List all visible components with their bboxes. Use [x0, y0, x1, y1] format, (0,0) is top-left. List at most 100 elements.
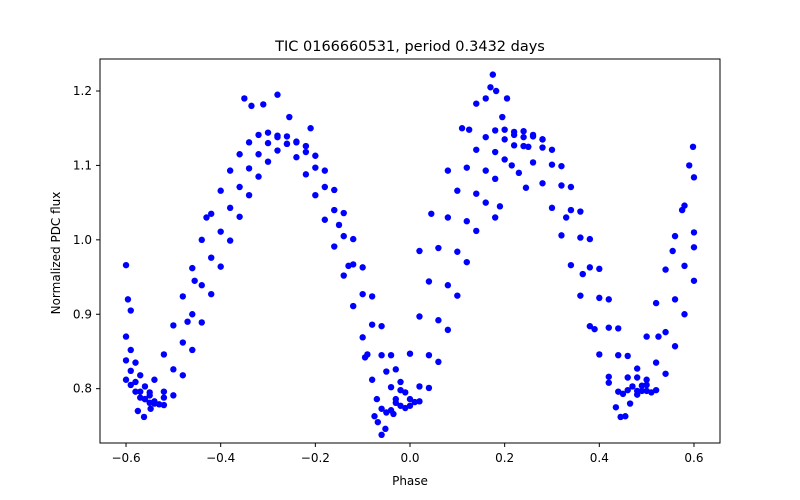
data-point-s2-29: [359, 264, 366, 271]
data-point-s0-41: [444, 214, 452, 221]
y-tick-label: 0.9: [73, 307, 92, 321]
data-point-s3-49: [622, 413, 629, 420]
data-point-s0-30: [368, 376, 376, 383]
data-point-s0-51: [539, 180, 546, 187]
data-point-s1-32: [387, 383, 395, 391]
data-point-s3-33: [492, 87, 500, 95]
data-point-s0-2: [132, 388, 139, 395]
data-point-s1-10: [189, 311, 196, 318]
data-point-s0-16: [245, 139, 253, 146]
data-point-s1-43: [473, 190, 480, 197]
data-point-s2-39: [425, 384, 433, 392]
data-point-s1-11: [198, 282, 205, 289]
data-point-s3-38: [522, 184, 530, 191]
data-point-s3-20: [374, 418, 382, 426]
data-point-s0-54: [567, 261, 575, 269]
data-point-s1-22: [302, 148, 310, 156]
chart-title: TIC 0166660531, period 0.3432 days: [274, 39, 545, 55]
data-point-s3-42: [539, 136, 546, 143]
data-point-s2-5: [146, 392, 153, 399]
data-point-s3-34: [499, 113, 506, 121]
data-point-s1-31: [383, 368, 390, 375]
data-point-s2-16: [236, 213, 243, 220]
data-point-s1-59: [624, 374, 631, 381]
data-point-s1-17: [255, 151, 262, 158]
data-point-s3-4: [140, 413, 148, 421]
data-point-s2-23: [302, 142, 310, 150]
data-point-s0-63: [643, 333, 650, 340]
data-point-s3-52: [643, 376, 650, 383]
x-axis-label: Phase: [392, 474, 428, 488]
data-point-s2-11: [189, 346, 196, 354]
data-point-s3-11: [248, 102, 255, 110]
data-point-s1-60: [629, 383, 636, 390]
data-point-s2-57: [596, 265, 603, 273]
data-point-s0-17: [255, 131, 262, 139]
data-point-s2-32: [387, 351, 395, 359]
data-point-s0-66: [671, 232, 679, 240]
data-point-s2-18: [255, 173, 262, 180]
data-point-s2-42: [454, 292, 461, 299]
data-point-s0-27: [350, 302, 357, 310]
data-point-s1-16: [245, 165, 253, 172]
data-point-s0-25: [331, 243, 338, 250]
data-point-s2-36: [406, 395, 414, 403]
data-point-s1-45: [491, 148, 499, 156]
data-point-s0-38: [416, 313, 423, 320]
data-point-s2-15: [226, 237, 234, 244]
data-point-s2-54: [567, 183, 575, 191]
data-point-s3-48: [617, 413, 624, 421]
data-point-s1-55: [586, 264, 594, 271]
data-point-s0-24: [321, 216, 329, 223]
plot-frame: [99, 58, 721, 444]
data-point-s0-61: [624, 386, 631, 394]
data-point-s2-55: [577, 208, 584, 215]
data-point-s1-54: [577, 234, 584, 241]
data-point-s1-46: [501, 136, 508, 143]
data-point-s2-30: [368, 293, 376, 300]
data-point-s1-41: [454, 248, 461, 255]
data-point-s0-0: [122, 376, 130, 383]
data-point-s3-56: [686, 162, 693, 169]
data-point-s1-4: [141, 395, 149, 403]
data-point-s1-39: [435, 317, 442, 324]
data-point-s2-58: [605, 296, 612, 303]
data-point-s1-34: [397, 402, 404, 409]
data-point-s1-18: [264, 139, 272, 147]
data-point-s1-48: [520, 127, 527, 135]
data-point-s2-45: [482, 199, 489, 206]
y-axis-label: Normalized PDC flux: [49, 192, 63, 315]
data-point-s3-53: [655, 333, 662, 340]
data-point-s0-11: [198, 236, 205, 244]
data-point-s3-23: [390, 410, 397, 418]
data-point-s1-58: [615, 351, 622, 359]
data-point-s2-61: [633, 374, 641, 381]
data-point-s1-25: [331, 206, 338, 214]
data-point-s2-49: [520, 133, 527, 141]
data-point-s0-39: [425, 278, 433, 285]
data-point-s0-53: [558, 232, 565, 239]
data-point-s1-50: [539, 144, 546, 151]
data-point-s0-31: [373, 395, 381, 403]
data-point-s3-1: [124, 296, 132, 303]
data-point-s2-31: [378, 322, 385, 330]
data-point-s2-14: [217, 263, 224, 270]
data-point-s3-58: [690, 244, 698, 251]
data-point-s0-45: [482, 133, 489, 141]
data-point-s3-51: [633, 391, 641, 398]
data-point-s0-21: [293, 154, 300, 161]
data-point-s1-23: [312, 164, 319, 171]
data-point-s1-3: [137, 388, 144, 395]
data-point-s0-64: [652, 299, 660, 307]
data-point-s1-30: [378, 351, 385, 359]
data-point-s3-3: [134, 407, 142, 415]
data-point-s2-64: [648, 389, 655, 396]
data-point-s2-41: [444, 326, 452, 334]
data-point-s3-55: [678, 206, 686, 214]
data-point-s2-26: [331, 186, 338, 194]
data-point-s3-39: [496, 203, 504, 210]
data-point-s1-44: [482, 167, 489, 174]
data-point-s2-60: [624, 352, 631, 360]
data-point-s3-50: [626, 400, 634, 407]
data-point-s2-10: [179, 372, 187, 379]
